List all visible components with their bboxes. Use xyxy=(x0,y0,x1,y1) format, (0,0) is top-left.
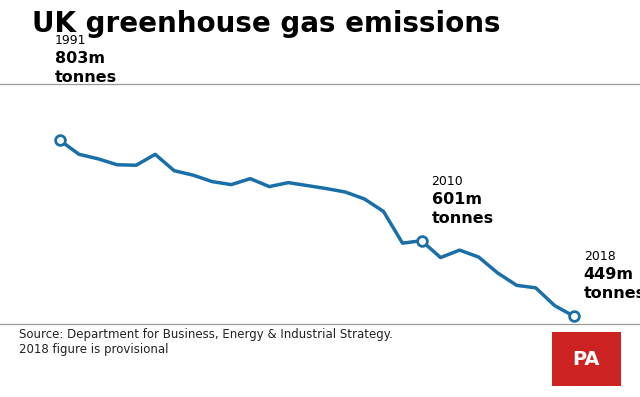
Text: 803m: 803m xyxy=(55,51,105,66)
Text: tonnes: tonnes xyxy=(431,211,493,225)
Text: 601m: 601m xyxy=(431,192,481,206)
Text: tonnes: tonnes xyxy=(55,70,117,85)
Text: Source: Department for Business, Energy & Industrial Strategy.
2018 figure is pr: Source: Department for Business, Energy … xyxy=(19,328,393,356)
Text: UK greenhouse gas emissions: UK greenhouse gas emissions xyxy=(32,10,500,38)
Text: 2010: 2010 xyxy=(431,175,463,187)
Text: 1991: 1991 xyxy=(55,34,86,47)
Text: 2018: 2018 xyxy=(584,250,616,263)
Text: PA: PA xyxy=(573,350,600,368)
Text: 449m: 449m xyxy=(584,267,634,282)
Text: tonnes: tonnes xyxy=(584,286,640,301)
